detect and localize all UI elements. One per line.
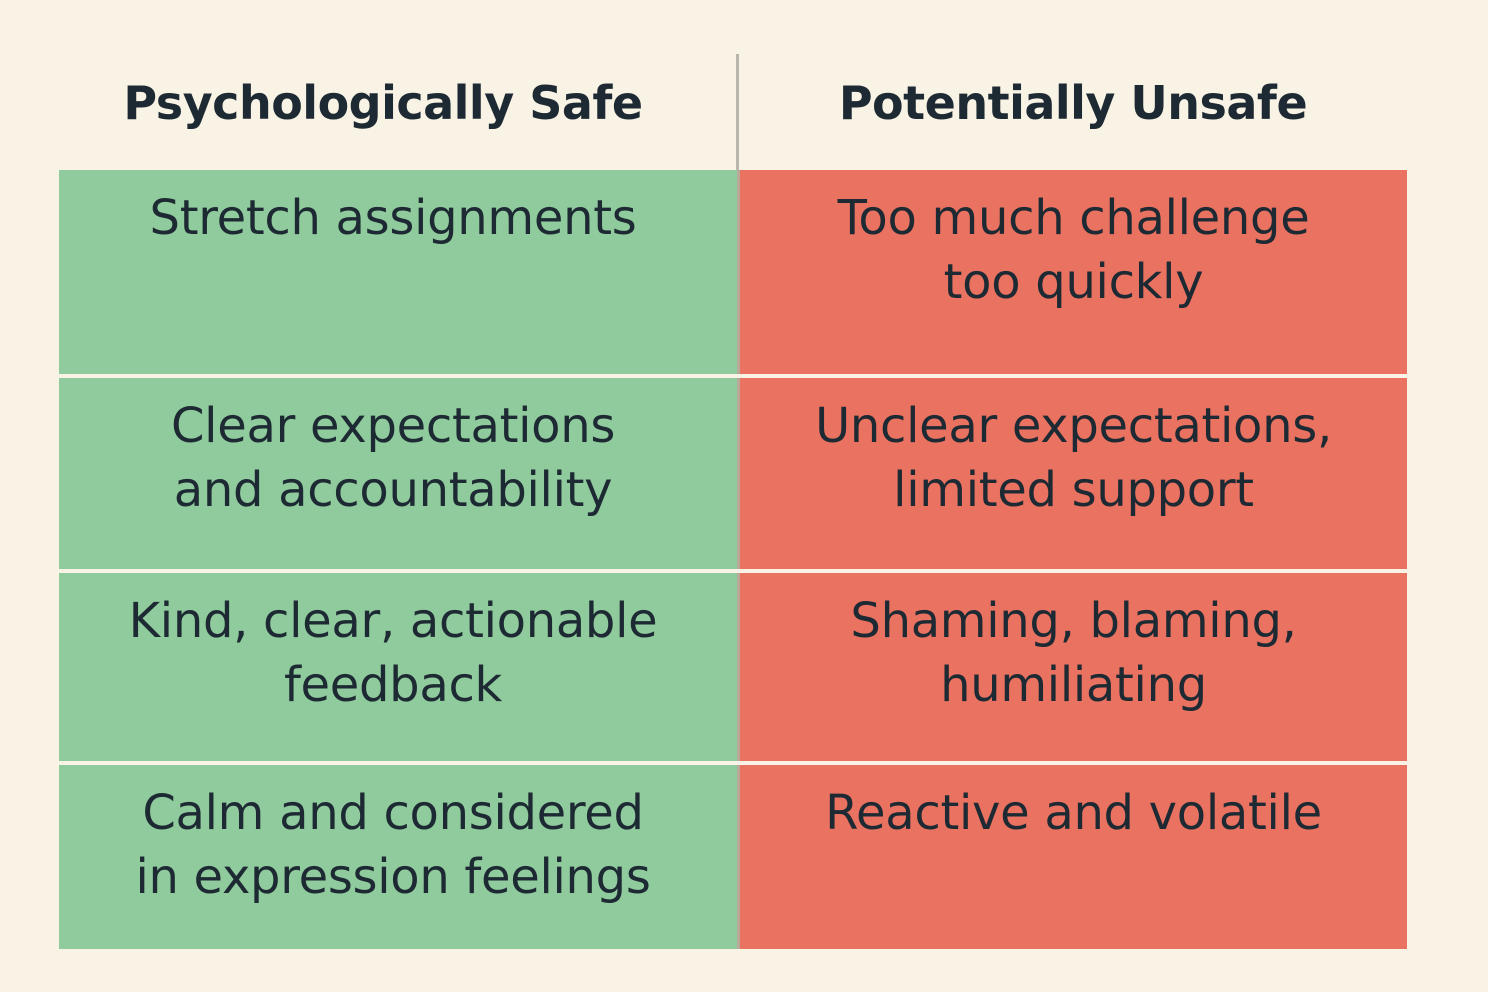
safe-cell-clear-expectations: Clear expectations and accountability — [59, 378, 737, 569]
comparison-table: Stretch assignments Too much challenge t… — [59, 170, 1407, 949]
header-psychologically-safe: Psychologically Safe — [123, 76, 643, 130]
unsafe-cell-reactive-volatile: Reactive and volatile — [737, 765, 1407, 949]
unsafe-cell-shaming-blaming: Shaming, blaming, humiliating — [737, 573, 1407, 761]
unsafe-cell-too-much-challenge: Too much challenge too quickly — [737, 170, 1407, 374]
safe-cell-calm-considered: Calm and considered in expression feelin… — [59, 765, 737, 949]
unsafe-cell-unclear-expectations: Unclear expectations, limited support — [737, 378, 1407, 569]
safe-cell-stretch-assignments: Stretch assignments — [59, 170, 737, 374]
header-divider — [736, 54, 739, 170]
safe-cell-kind-feedback: Kind, clear, actionable feedback — [59, 573, 737, 761]
header-potentially-unsafe: Potentially Unsafe — [838, 76, 1308, 130]
